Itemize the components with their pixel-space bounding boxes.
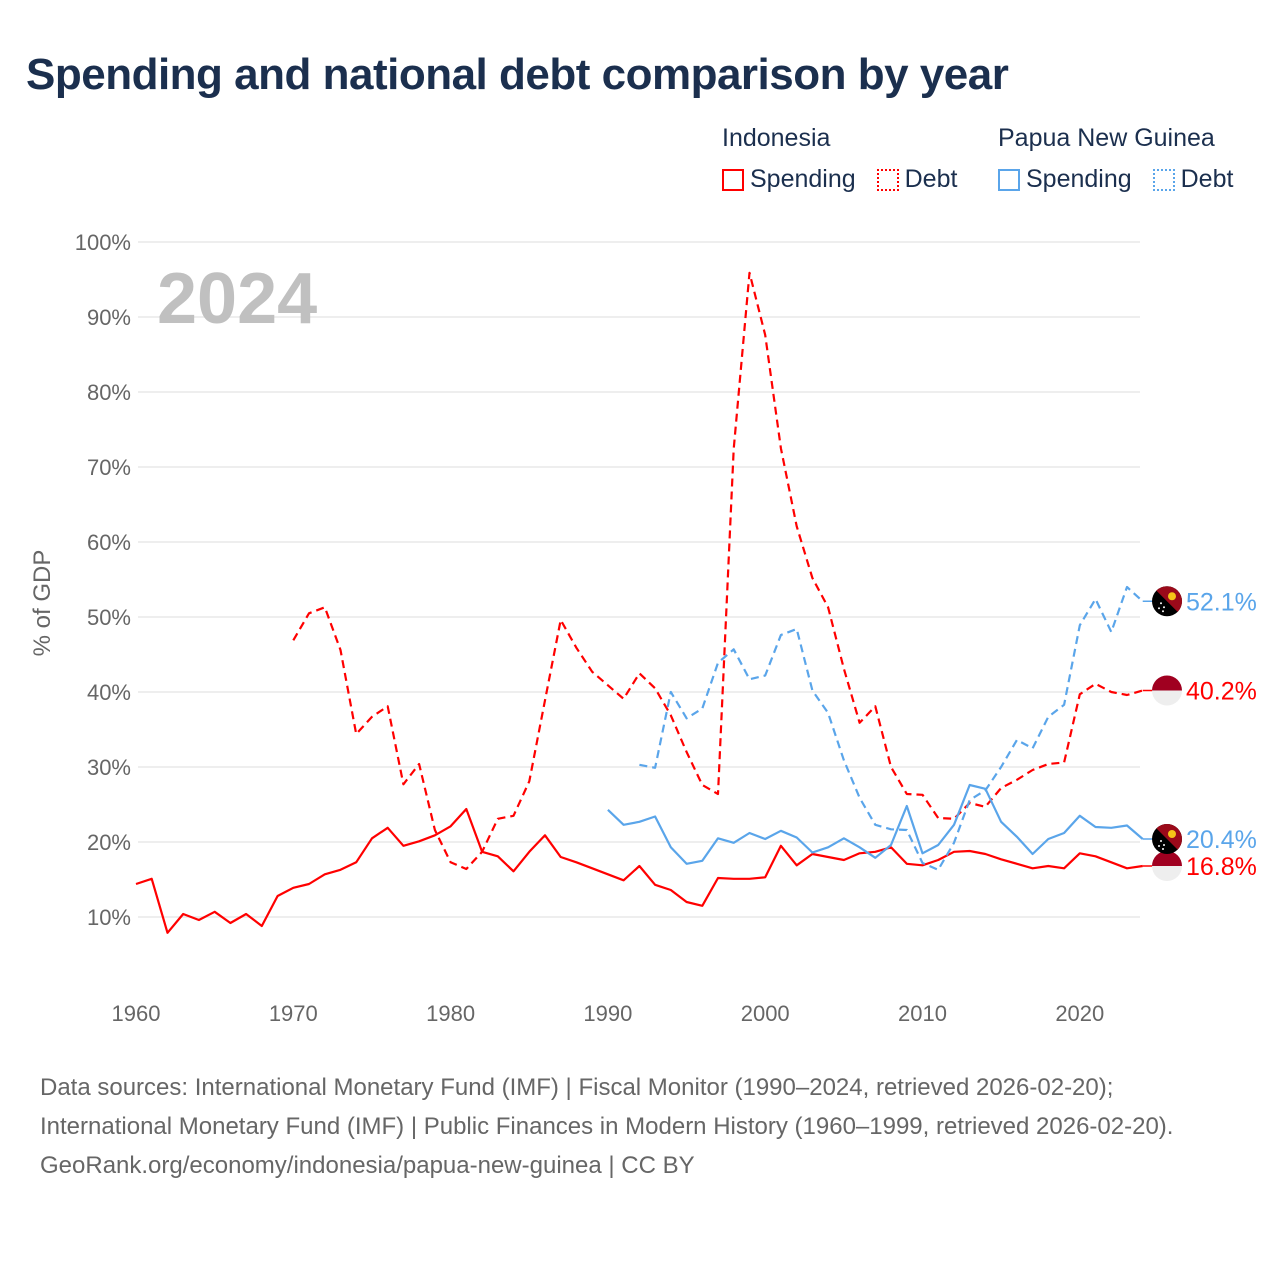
series-line-papua-new-guinea-debt: [639, 585, 1144, 871]
x-tick-label: 1980: [426, 1001, 475, 1026]
legend-swatch-dotted: [876, 168, 899, 191]
series-line-indonesia-debt: [292, 271, 1144, 871]
y-axis-label: % of GDP: [29, 550, 56, 657]
y-tick-label: 60%: [87, 530, 131, 555]
indonesia-flag-icon: [1152, 675, 1182, 706]
source-note: Data sources: International Monetary Fun…: [40, 1068, 1240, 1185]
x-tick-label: 2010: [898, 1001, 947, 1026]
end-value-label: 52.1%: [1186, 588, 1257, 616]
indonesia-flag-icon: [1152, 851, 1182, 881]
end-value-label: 16.8%: [1186, 853, 1257, 881]
y-tick-label: 80%: [87, 380, 131, 405]
legend-group-png: Papua New Guinea Spending Debt: [998, 124, 1247, 198]
y-tick-label: 30%: [87, 755, 131, 780]
series-line-indonesia-spending: [135, 807, 1143, 934]
legend-indonesia-debt[interactable]: Debt: [876, 165, 958, 194]
png-flag-icon: [1152, 824, 1182, 854]
legend-group-label: Indonesia: [722, 124, 831, 152]
y-tick-label: 100%: [75, 230, 131, 255]
legend-png-debt[interactable]: Debt: [1152, 165, 1234, 194]
legend-label: Spending: [750, 165, 856, 193]
series-line-papua-new-guinea-spending: [607, 783, 1144, 865]
y-tick-label: 40%: [87, 680, 131, 705]
x-tick-label: 1970: [269, 1001, 318, 1026]
x-tick-label: 1960: [112, 1001, 161, 1026]
year-annotation: 2024: [157, 259, 317, 339]
legend-label: Debt: [1180, 165, 1234, 193]
x-tick-label: 1990: [583, 1001, 632, 1026]
legend-indonesia-spending[interactable]: Spending: [722, 165, 856, 194]
legend-label: Spending: [1026, 165, 1132, 193]
y-tick-label: 20%: [87, 830, 131, 855]
legend-swatch-solid: [722, 168, 744, 191]
legend-label: Debt: [904, 165, 958, 193]
legend-png-spending[interactable]: Spending: [998, 165, 1132, 194]
source-url[interactable]: GeoRank.org/economy/indonesia/papua-new-…: [40, 1152, 695, 1179]
y-tick-label: 90%: [87, 305, 131, 330]
legend-group-label: Papua New Guinea: [998, 124, 1215, 152]
legend-swatch-dotted: [1152, 168, 1175, 191]
y-tick-label: 50%: [87, 605, 131, 630]
x-tick-label: 2000: [741, 1001, 790, 1026]
end-value-label: 20.4%: [1186, 826, 1257, 854]
legend-group-indonesia: Indonesia Spending Debt: [722, 124, 971, 198]
source-text: Data sources: International Monetary Fun…: [40, 1074, 1174, 1140]
end-value-label: 40.2%: [1186, 678, 1257, 706]
chart-title: Spending and national debt comparison by…: [26, 50, 1009, 99]
y-tick-label: 70%: [87, 455, 131, 480]
legend-swatch-solid: [998, 168, 1020, 191]
y-tick-label: 10%: [87, 905, 131, 930]
x-tick-label: 2020: [1055, 1001, 1104, 1026]
png-flag-icon: [1152, 586, 1182, 617]
